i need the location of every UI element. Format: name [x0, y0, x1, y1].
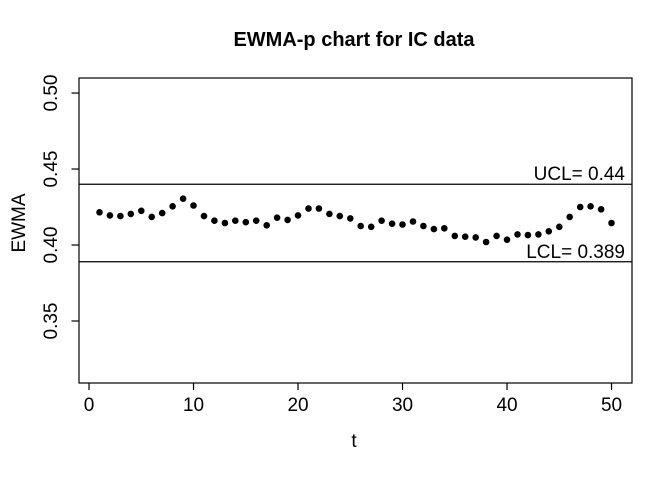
data-point	[148, 213, 155, 221]
data-point	[96, 209, 103, 216]
data-point	[138, 207, 145, 215]
data-point	[190, 202, 197, 209]
y-tick-label: 0.50	[41, 75, 62, 112]
data-point	[127, 210, 135, 218]
data-point	[556, 223, 563, 231]
data-point	[158, 209, 166, 217]
data-point	[315, 205, 323, 212]
y-tick-label: 0.45	[41, 151, 62, 188]
data-point	[106, 212, 114, 219]
plot-area-border	[78, 77, 633, 384]
data-point	[169, 203, 176, 210]
data-point	[179, 195, 187, 202]
control-limit-lines	[79, 183, 632, 263]
data-point	[409, 218, 417, 225]
data-point	[535, 231, 542, 238]
x-tick-label: 30	[392, 395, 413, 416]
x-tick-label: 0	[84, 395, 95, 416]
data-point	[117, 212, 124, 220]
data-point	[451, 232, 459, 240]
data-point	[461, 233, 469, 240]
data-point	[221, 219, 229, 227]
data-point	[608, 219, 615, 227]
data-point	[347, 215, 354, 222]
data-point	[242, 218, 250, 226]
x-tick-label: 50	[601, 395, 622, 416]
data-point	[493, 232, 500, 240]
data-point	[388, 220, 396, 227]
data-point	[399, 221, 406, 228]
data-point	[524, 231, 532, 239]
data-point	[232, 217, 239, 224]
data-point	[252, 217, 260, 224]
data-point	[514, 231, 521, 238]
data-points	[96, 195, 615, 246]
data-point	[378, 217, 385, 224]
data-point	[273, 214, 281, 221]
x-axis-title: t	[351, 431, 357, 452]
data-point	[587, 203, 594, 210]
data-point	[211, 217, 218, 224]
y-axis: 0.35 0.40 0.45 0.50	[41, 75, 79, 340]
y-tick-label: 0.40	[41, 227, 62, 264]
data-point	[294, 212, 302, 219]
data-point	[472, 234, 480, 241]
y-tick-label: 0.35	[41, 303, 62, 340]
data-point	[357, 222, 365, 230]
data-point	[284, 216, 291, 224]
data-point	[597, 206, 605, 213]
chart-title: EWMA-p chart for IC data	[233, 29, 475, 51]
data-point	[326, 210, 333, 218]
data-point	[503, 236, 511, 243]
ucl-label: UCL= 0.44	[534, 164, 626, 185]
x-tick-label: 10	[183, 395, 204, 416]
y-axis-title: EWMA	[9, 193, 30, 252]
x-tick-label: 20	[287, 395, 308, 416]
data-point	[305, 205, 312, 212]
data-point	[430, 225, 438, 233]
data-point	[420, 222, 427, 230]
data-point	[336, 212, 344, 220]
data-point	[482, 238, 490, 246]
data-point	[576, 203, 584, 211]
data-point	[545, 228, 553, 235]
lcl-label: LCL= 0.389	[526, 242, 625, 263]
data-point	[367, 223, 375, 231]
data-point	[263, 222, 271, 229]
data-point	[441, 225, 448, 232]
data-point	[200, 212, 208, 220]
x-axis: 0 10 20 30 40 50	[84, 383, 622, 416]
x-tick-label: 40	[496, 395, 517, 416]
data-point	[566, 213, 573, 221]
